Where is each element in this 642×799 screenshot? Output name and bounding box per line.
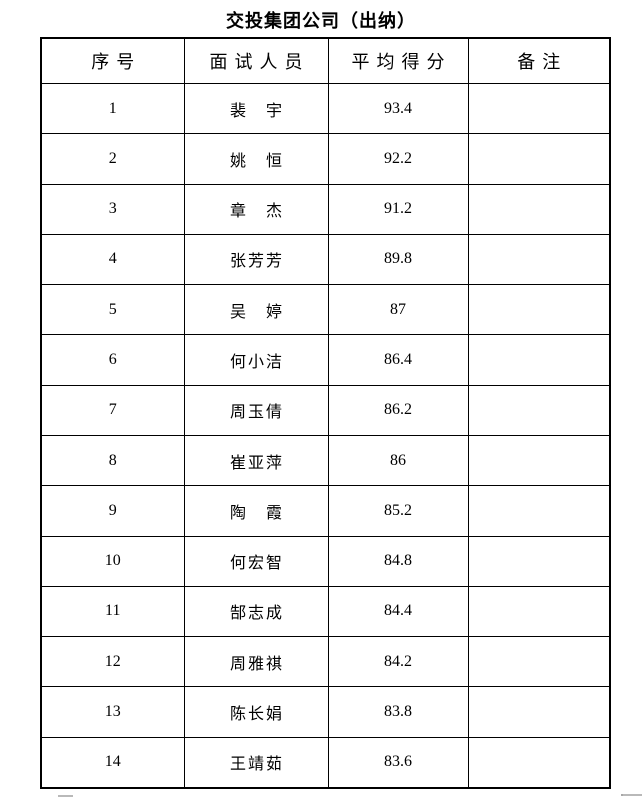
table-row: 8 崔亚萍 86 xyxy=(40,434,611,487)
header-row: 序号 面试人员 平均得分 备注 xyxy=(40,37,611,84)
cell-interviewee: 崔亚萍 xyxy=(183,434,329,487)
cell-remarks xyxy=(467,233,611,286)
cell-remarks xyxy=(467,384,611,436)
cell-interviewee: 何宏智 xyxy=(183,535,329,587)
cell-average-score: 84.8 xyxy=(327,535,469,587)
cell-serial-number: 2 xyxy=(40,133,185,185)
cell-interviewee: 张芳芳 xyxy=(183,233,329,286)
cell-remarks xyxy=(467,736,611,789)
table-row: 14 王靖茹 83.6 xyxy=(40,736,611,789)
cell-remarks xyxy=(467,82,611,135)
cell-serial-number: 12 xyxy=(40,636,185,688)
cell-remarks xyxy=(467,585,611,638)
cell-serial-number: 3 xyxy=(40,183,185,235)
cell-average-score: 83.6 xyxy=(327,736,469,789)
table-row: 13 陈长娟 83.8 xyxy=(40,686,611,738)
cell-average-score: 86 xyxy=(327,434,469,487)
cell-interviewee: 周雅祺 xyxy=(183,636,329,688)
table-row: 5 吴 婷 87 xyxy=(40,284,611,336)
cell-remarks xyxy=(467,334,611,386)
cell-average-score: 87 xyxy=(327,284,469,336)
table-row: 4 张芳芳 89.8 xyxy=(40,233,611,286)
cell-serial-number: 6 xyxy=(40,334,185,386)
cell-average-score: 84.2 xyxy=(327,636,469,688)
cell-interviewee: 陶 霞 xyxy=(183,485,329,537)
cell-remarks xyxy=(467,636,611,688)
cell-average-score: 93.4 xyxy=(327,82,469,135)
cell-serial-number: 1 xyxy=(40,82,185,135)
page-margin-mark-right xyxy=(621,794,642,796)
header-interviewee: 面试人员 xyxy=(183,37,329,84)
cell-serial-number: 13 xyxy=(40,686,185,738)
cell-serial-number: 4 xyxy=(40,233,185,286)
header-average-score: 平均得分 xyxy=(327,37,469,84)
cell-average-score: 83.8 xyxy=(327,686,469,738)
page-title: 交投集团公司（出纳） xyxy=(226,11,416,32)
cell-average-score: 84.4 xyxy=(327,585,469,638)
cell-interviewee: 王靖茹 xyxy=(183,736,329,789)
page-margin-mark-left xyxy=(58,795,73,797)
cell-average-score: 85.2 xyxy=(327,485,469,537)
cell-remarks xyxy=(467,485,611,537)
cell-interviewee: 裴 宇 xyxy=(183,82,329,135)
header-remarks: 备注 xyxy=(467,37,611,84)
cell-interviewee: 郜志成 xyxy=(183,585,329,638)
cell-serial-number: 8 xyxy=(40,434,185,487)
header-serial-number: 序号 xyxy=(40,37,185,84)
cell-remarks xyxy=(467,133,611,185)
cell-remarks xyxy=(467,535,611,587)
table-row: 6 何小洁 86.4 xyxy=(40,334,611,386)
cell-serial-number: 11 xyxy=(40,585,185,638)
cell-average-score: 91.2 xyxy=(327,183,469,235)
cell-average-score: 89.8 xyxy=(327,233,469,286)
cell-serial-number: 5 xyxy=(40,284,185,336)
table-row: 9 陶 霞 85.2 xyxy=(40,485,611,537)
table-row: 2 姚 恒 92.2 xyxy=(40,133,611,185)
cell-interviewee: 姚 恒 xyxy=(183,133,329,185)
cell-remarks xyxy=(467,284,611,336)
table-row: 11 郜志成 84.4 xyxy=(40,585,611,638)
interview-score-table: 序号 面试人员 平均得分 备注 1 裴 宇 93.4 2 姚 恒 92.2 3 … xyxy=(40,37,611,789)
cell-serial-number: 14 xyxy=(40,736,185,789)
cell-average-score: 86.2 xyxy=(327,384,469,436)
table-body: 1 裴 宇 93.4 2 姚 恒 92.2 3 章 杰 91.2 4 张芳芳 8… xyxy=(40,82,611,789)
cell-interviewee: 周玉倩 xyxy=(183,384,329,436)
cell-serial-number: 7 xyxy=(40,384,185,436)
cell-interviewee: 吴 婷 xyxy=(183,284,329,336)
table-row: 10 何宏智 84.8 xyxy=(40,535,611,587)
cell-remarks xyxy=(467,434,611,487)
cell-average-score: 92.2 xyxy=(327,133,469,185)
table-row: 7 周玉倩 86.2 xyxy=(40,384,611,436)
cell-remarks xyxy=(467,686,611,738)
cell-remarks xyxy=(467,183,611,235)
cell-interviewee: 章 杰 xyxy=(183,183,329,235)
table-row: 3 章 杰 91.2 xyxy=(40,183,611,235)
table-row: 12 周雅祺 84.2 xyxy=(40,636,611,688)
table-row: 1 裴 宇 93.4 xyxy=(40,82,611,135)
cell-serial-number: 9 xyxy=(40,485,185,537)
cell-average-score: 86.4 xyxy=(327,334,469,386)
cell-interviewee: 陈长娟 xyxy=(183,686,329,738)
cell-interviewee: 何小洁 xyxy=(183,334,329,386)
cell-serial-number: 10 xyxy=(40,535,185,587)
